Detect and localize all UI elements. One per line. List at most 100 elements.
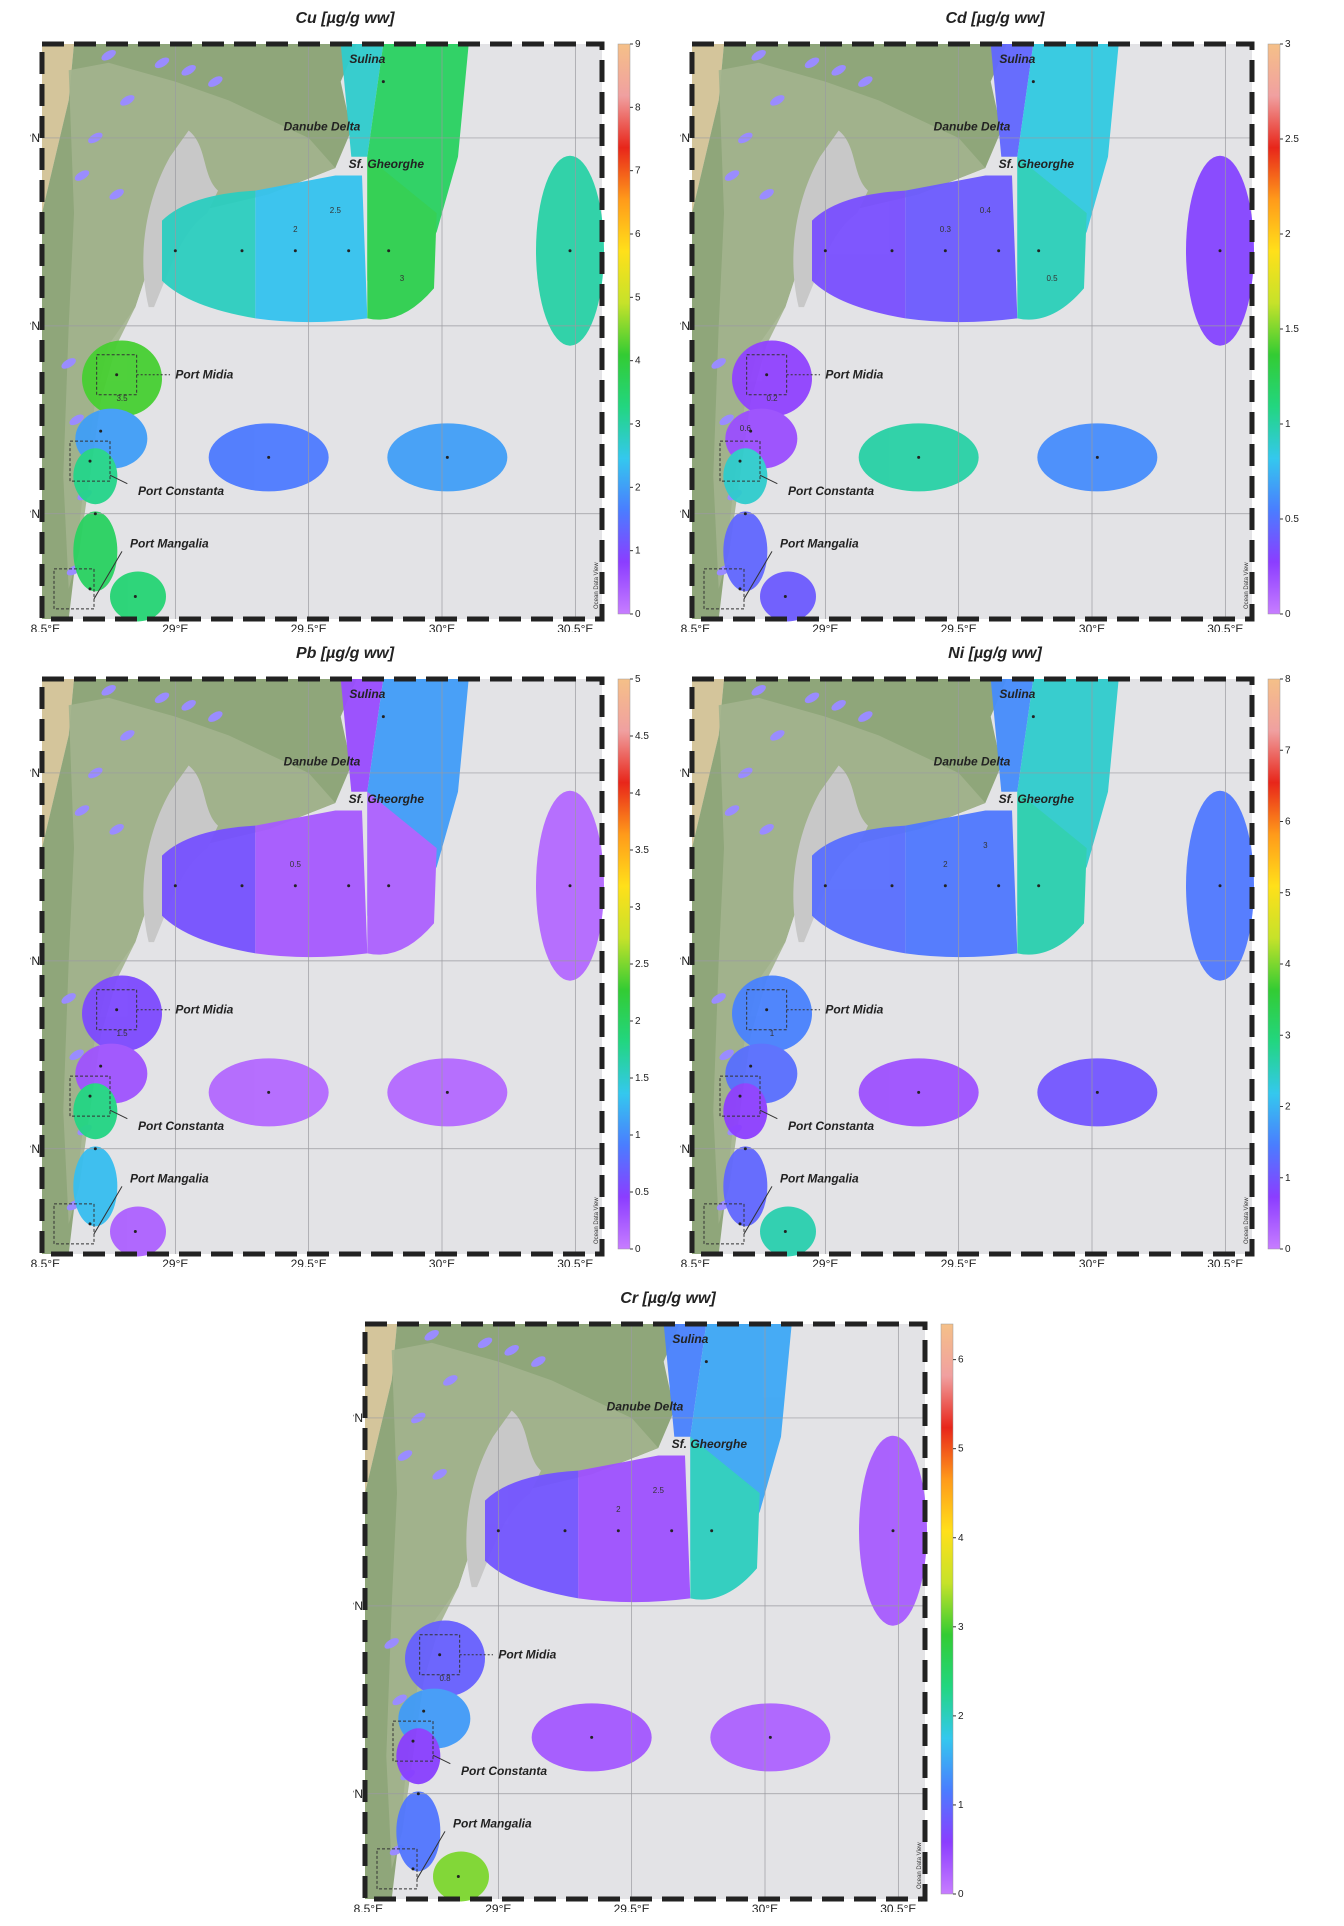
leader-mangalia — [93, 1186, 123, 1235]
colorbar-tick-label: 2.5 — [635, 959, 649, 970]
colorbar-tick-label: 6 — [958, 1355, 964, 1366]
port-box-1 — [69, 1075, 111, 1117]
station-2 — [88, 1094, 92, 1098]
lake-8 — [384, 1638, 399, 1649]
place-port-mangalia: Port Mangalia — [453, 1817, 532, 1831]
contour-label: 2 — [616, 1505, 621, 1514]
contour-label: 3 — [400, 274, 405, 283]
field-constanta — [396, 1728, 441, 1785]
field-shelf-west — [162, 825, 256, 954]
station-4 — [88, 1222, 92, 1226]
contour-label: 2.5 — [330, 206, 342, 215]
station-11 — [347, 884, 351, 888]
x-tick-label: 29.5°E — [614, 1902, 650, 1912]
x-tick-label: 28.5°E — [30, 1257, 60, 1267]
colorbar — [617, 678, 631, 1250]
colorbar-tick-label: 1.5 — [635, 1073, 649, 1084]
y-tick-label: 44.5°N — [680, 319, 690, 333]
field-mangalia — [723, 1146, 768, 1227]
field-shelf-east — [690, 1436, 760, 1600]
station-5 — [133, 1229, 137, 1233]
station-9 — [240, 884, 244, 888]
colorbar — [1267, 678, 1281, 1250]
field-constanta — [723, 448, 768, 505]
map-frame — [39, 41, 605, 622]
port-box-1 — [392, 1720, 434, 1762]
x-tick-label: 28.5°E — [353, 1902, 383, 1912]
place-port-constanta: Port Constanta — [138, 484, 224, 498]
station-8 — [496, 1529, 500, 1533]
place-port-constanta: Port Constanta — [461, 1764, 547, 1778]
map-frame — [689, 676, 1255, 1257]
lake-7 — [432, 1469, 447, 1480]
lake-3 — [531, 1356, 546, 1367]
lake-6 — [724, 805, 740, 816]
field-mangalia — [723, 511, 768, 592]
y-tick-label: 45°N — [680, 766, 690, 780]
colorbar-tick-label: 2 — [635, 1016, 641, 1027]
lake-8 — [61, 993, 76, 1004]
lake-3 — [208, 76, 223, 87]
colorbar-tick-label: 6 — [1285, 817, 1291, 828]
field-shelf-mid — [578, 1455, 691, 1603]
station-12 — [1037, 884, 1041, 888]
station-13 — [381, 715, 385, 719]
station-0 — [115, 373, 119, 377]
place-sf-gheorghe: Sf. Gheorghe — [672, 1437, 748, 1451]
station-14 — [568, 884, 572, 888]
station-1 — [749, 1064, 753, 1068]
map-title-ni: Ni [µg/g ww] — [948, 645, 1042, 662]
field-shelf-east — [1017, 791, 1087, 955]
station-10 — [616, 1529, 620, 1533]
y-tick-label: 45°N — [30, 131, 40, 145]
colorbar-tick-label: 3 — [958, 1622, 964, 1633]
field-mangalia — [73, 511, 118, 592]
y-tick-label: 44.5°N — [30, 319, 40, 333]
place-sulina: Sulina — [349, 687, 385, 701]
place-port-midia: Port Midia — [825, 367, 883, 381]
field-shelf-mid — [255, 175, 368, 323]
station-4 — [88, 587, 92, 591]
station-12 — [387, 249, 391, 253]
colorbar-tick-label: 1 — [635, 1130, 641, 1141]
station-12 — [710, 1529, 714, 1533]
station-14 — [1218, 249, 1222, 253]
place-port-midia: Port Midia — [825, 1002, 883, 1016]
lake-6 — [397, 1450, 413, 1461]
lake-9 — [392, 1694, 407, 1706]
lake-2 — [181, 65, 196, 76]
x-tick-label: 29°E — [485, 1902, 511, 1912]
x-tick-label: 30°E — [752, 1902, 778, 1912]
place-danube-delta: Danube Delta — [607, 1399, 684, 1413]
station-3 — [416, 1792, 420, 1796]
credit-label: Ocean Data View — [1244, 1197, 1250, 1244]
station-0 — [765, 1008, 769, 1012]
station-10 — [293, 249, 297, 253]
colorbar-tick-label: 5 — [635, 674, 641, 685]
station-9 — [890, 884, 894, 888]
lake-1 — [804, 57, 820, 69]
lake-7 — [759, 189, 774, 200]
place-danube-delta: Danube Delta — [284, 119, 361, 133]
lake-1 — [804, 692, 820, 704]
field-shelf-west — [812, 190, 906, 319]
x-tick-label: 30.5°E — [1207, 622, 1243, 632]
credit-label: Ocean Data View — [594, 1197, 600, 1244]
y-tick-label: 45°N — [30, 766, 40, 780]
map-frame — [362, 1321, 928, 1902]
colorbar-tick-label: 6 — [635, 229, 641, 240]
x-tick-label: 29°E — [812, 1257, 838, 1267]
field-midia — [732, 340, 812, 417]
leader-mangalia — [743, 1186, 773, 1235]
place-port-constanta: Port Constanta — [788, 1119, 874, 1133]
colorbar-tick-label: 0.5 — [1285, 514, 1299, 525]
port-box-1 — [719, 1075, 761, 1117]
field-shelf-mid — [905, 810, 1018, 958]
concentration-field — [723, 679, 1254, 1257]
lake-6 — [74, 805, 90, 816]
station-11 — [670, 1529, 674, 1533]
station-3 — [743, 512, 747, 516]
colorbar-tick-label: 3 — [1285, 1030, 1291, 1041]
contour-label: 0.4 — [980, 206, 992, 215]
place-danube-delta: Danube Delta — [934, 119, 1011, 133]
